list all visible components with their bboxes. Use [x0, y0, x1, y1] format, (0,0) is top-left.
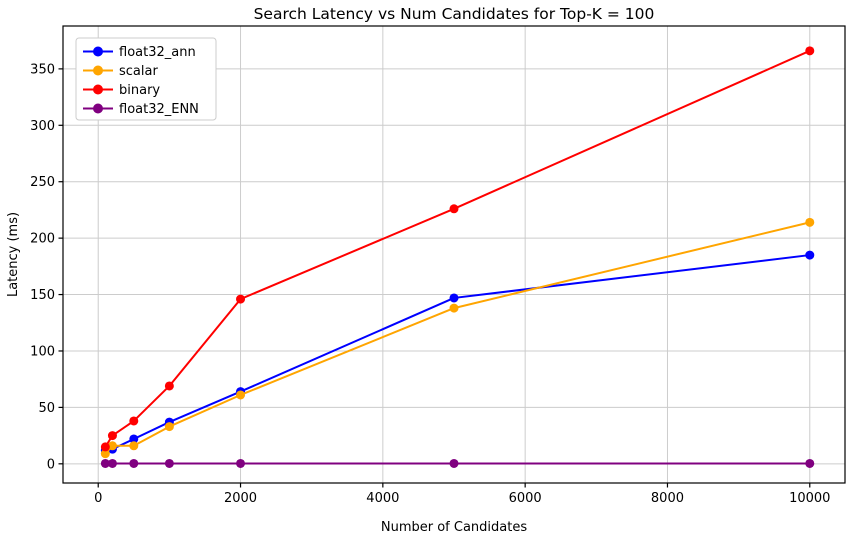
data-point-float32_ENN — [449, 458, 459, 468]
data-point-float32_ann — [805, 250, 815, 260]
data-point-binary — [164, 381, 174, 391]
data-point-scalar — [100, 449, 110, 459]
y-tick-label: 200 — [30, 232, 55, 247]
legend-marker — [93, 103, 103, 114]
legend-marker — [93, 46, 103, 57]
data-point-float32_ENN — [236, 458, 246, 468]
data-point-scalar — [449, 303, 459, 313]
y-tick-label: 150 — [30, 288, 55, 303]
data-point-binary — [100, 442, 110, 452]
legend-label: binary — [119, 83, 160, 98]
data-point-float32_ENN — [107, 458, 117, 468]
x-tick-label: 2000 — [224, 491, 257, 506]
series-line-float32_ann — [105, 254, 810, 452]
legend-marker — [93, 65, 103, 76]
y-tick-label: 250 — [30, 175, 55, 190]
legend-box — [75, 37, 217, 121]
x-tick-label: 6000 — [509, 491, 542, 506]
data-point-scalar — [236, 390, 246, 400]
legend-label: scalar — [119, 64, 158, 79]
y-tick-label: 0 — [47, 457, 55, 472]
data-point-scalar — [164, 422, 174, 432]
legend-marker — [93, 84, 103, 95]
data-point-binary — [449, 204, 459, 214]
data-point-float32_ENN — [129, 458, 139, 468]
chart-title: Search Latency vs Num Candidates for Top… — [254, 5, 655, 23]
data-point-binary — [805, 46, 815, 56]
legend-label: float32_ann — [119, 45, 196, 60]
y-tick-label: 50 — [38, 401, 55, 416]
series-layer — [100, 46, 815, 468]
data-point-binary — [129, 416, 139, 426]
data-point-scalar — [805, 217, 815, 227]
x-axis-label: Number of Candidates — [381, 520, 527, 535]
y-axis-label: Latency (ms) — [6, 212, 21, 297]
data-point-float32_ann — [129, 434, 139, 444]
data-point-scalar — [129, 441, 139, 451]
x-tick-label: 0 — [94, 491, 102, 506]
data-point-float32_ENN — [805, 458, 815, 468]
data-point-binary — [107, 431, 117, 441]
data-point-binary — [236, 294, 246, 304]
y-tick-label: 100 — [30, 344, 55, 359]
data-point-float32_ann — [449, 293, 459, 303]
y-tick-label: 350 — [30, 62, 55, 77]
x-tick-label: 10000 — [789, 491, 830, 506]
tick-layer: 0 2000 4000 6000 8000 10000 0 50 100 150 200 250 300… — [30, 62, 830, 506]
data-point-scalar — [107, 441, 117, 451]
y-tick-label: 300 — [30, 119, 55, 134]
data-point-float32_ENN — [100, 458, 110, 468]
legend-label: float32_ENN — [119, 102, 199, 117]
x-tick-label: 4000 — [366, 491, 399, 506]
data-point-float32_ENN — [164, 458, 174, 468]
x-tick-label: 8000 — [651, 491, 684, 506]
series-line-scalar — [104, 221, 811, 455]
plot-border — [62, 25, 846, 484]
